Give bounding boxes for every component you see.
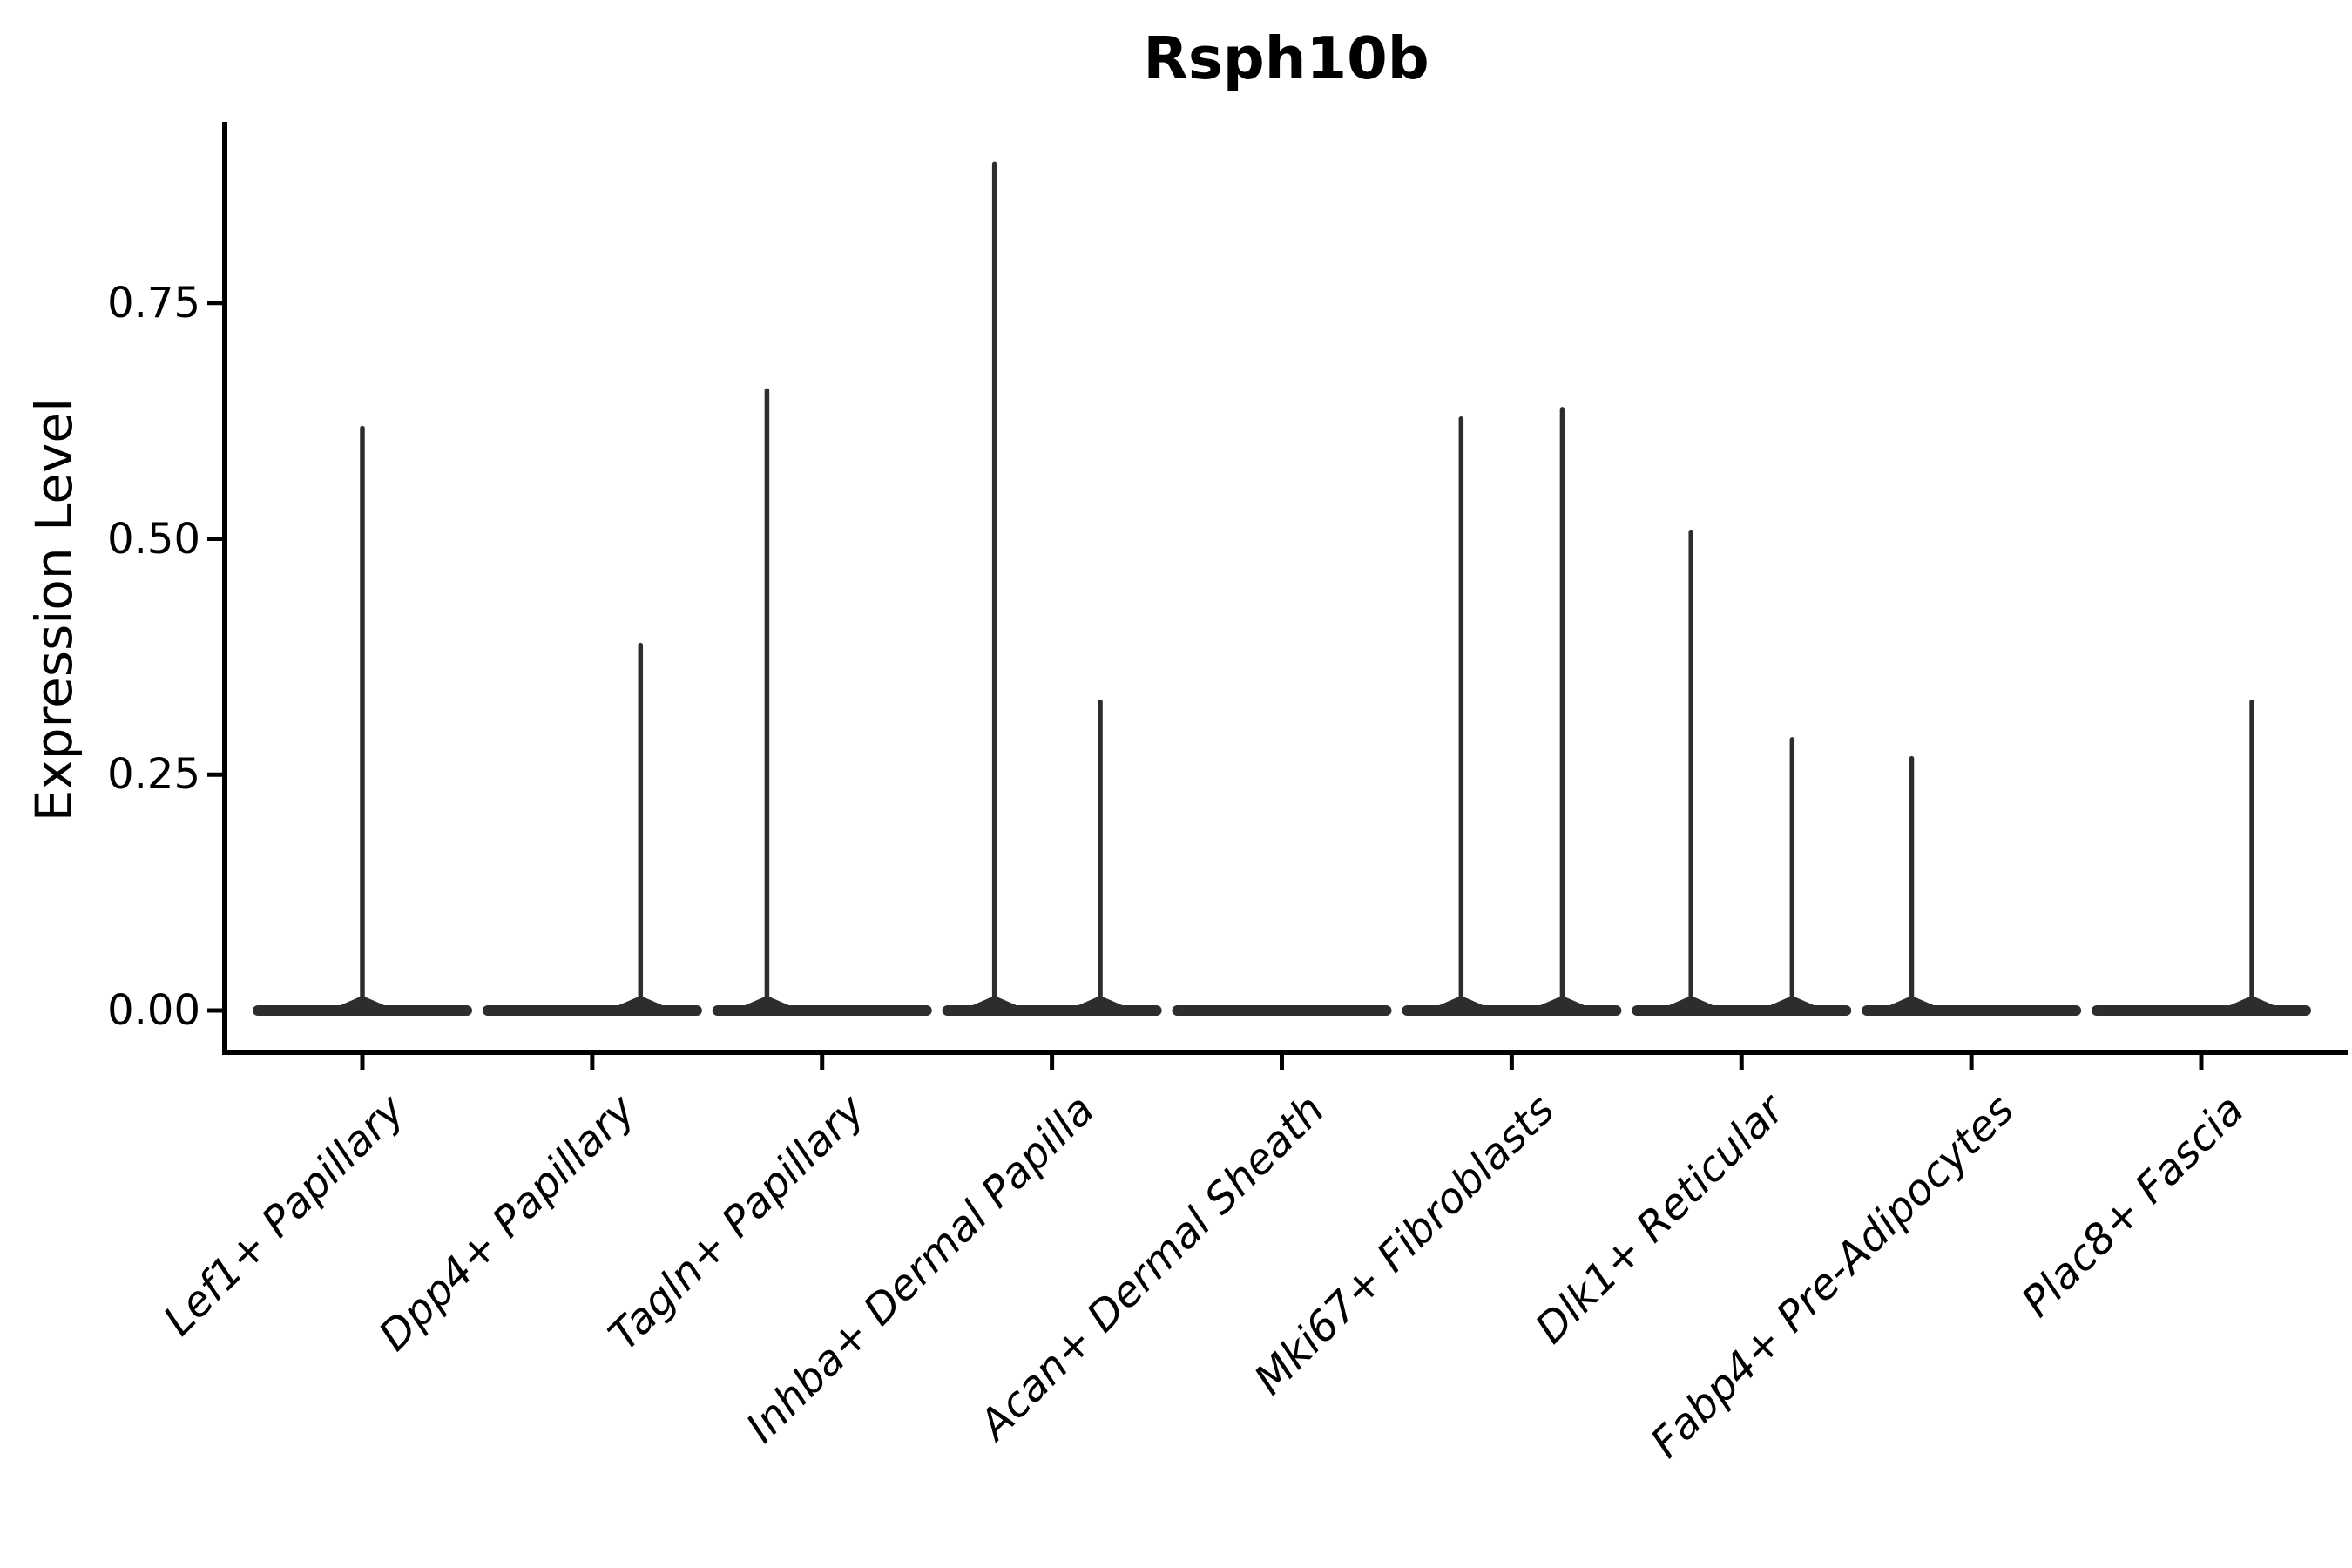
- y-axis-tick-label: 0.25: [107, 750, 200, 800]
- y-axis-tick-label: 0.50: [107, 514, 200, 564]
- y-axis-tick-label: 0.75: [107, 278, 200, 328]
- plot-title: Rsph10b: [1143, 24, 1429, 92]
- y-axis-tick-label: 0.00: [107, 986, 200, 1035]
